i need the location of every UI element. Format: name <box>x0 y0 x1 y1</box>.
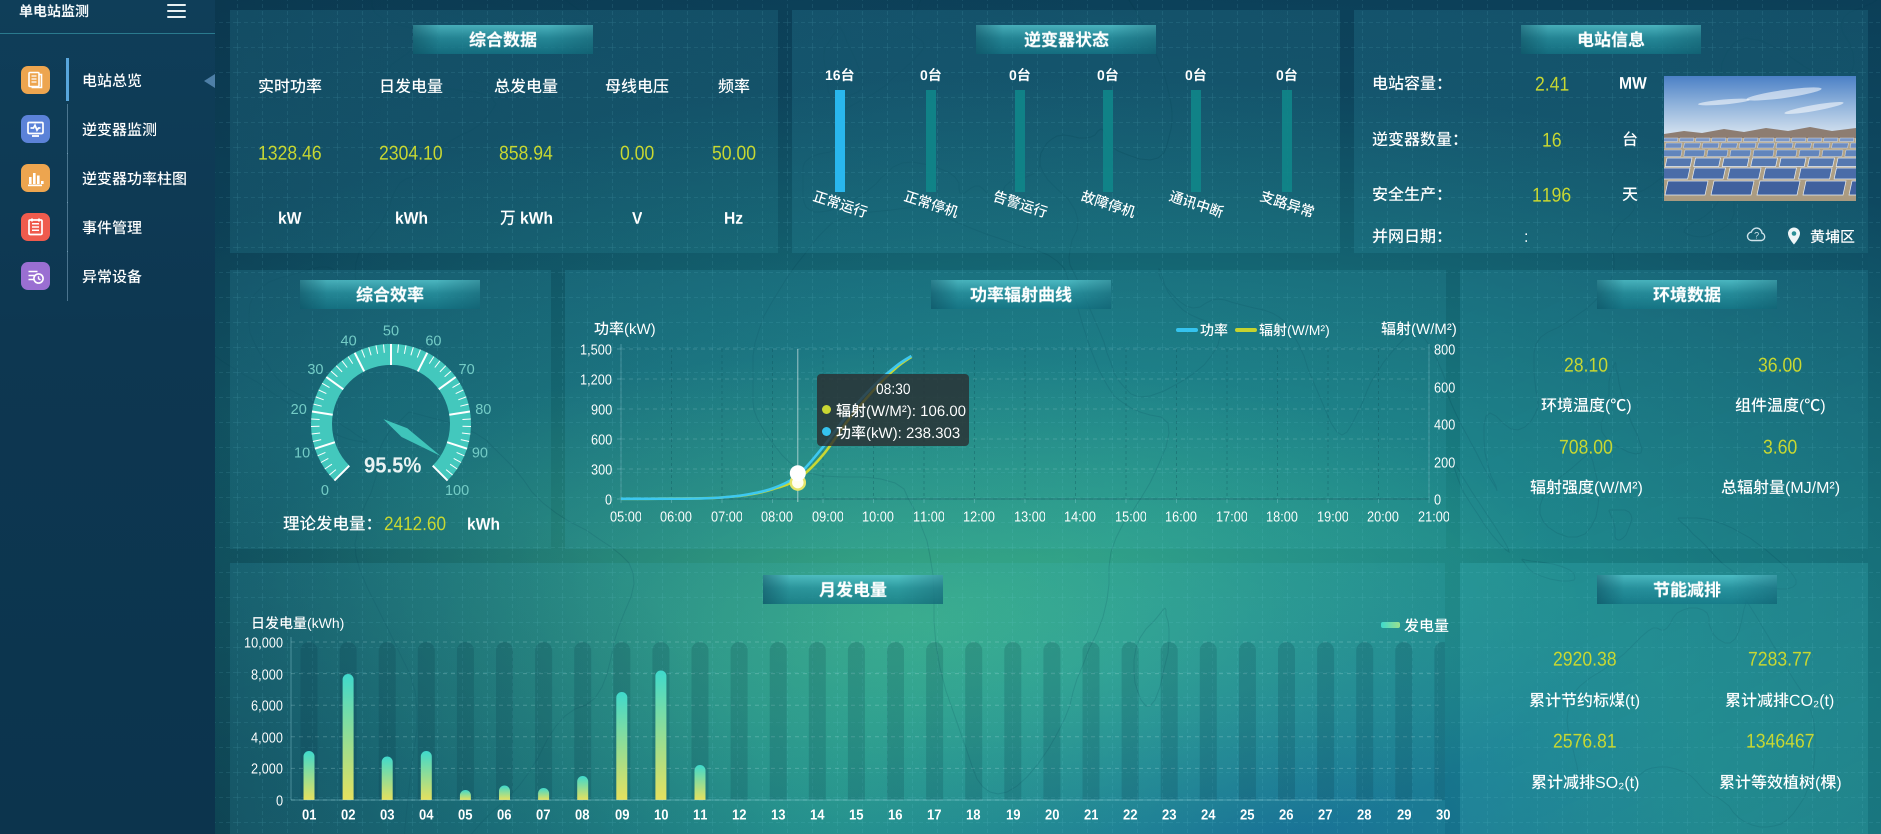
svg-text:20: 20 <box>291 402 307 418</box>
svg-text:10: 10 <box>294 446 310 462</box>
svg-text:60: 60 <box>425 334 441 350</box>
svg-text:90: 90 <box>472 446 488 462</box>
svg-text:30: 30 <box>307 362 323 378</box>
svg-text:?: ? <box>1754 231 1759 241</box>
svg-text:100: 100 <box>445 483 469 499</box>
svg-text:50: 50 <box>383 323 399 339</box>
svg-text:80: 80 <box>475 402 491 418</box>
svg-text:70: 70 <box>459 362 475 378</box>
svg-text:40: 40 <box>341 334 357 350</box>
svg-text:0: 0 <box>321 483 329 499</box>
